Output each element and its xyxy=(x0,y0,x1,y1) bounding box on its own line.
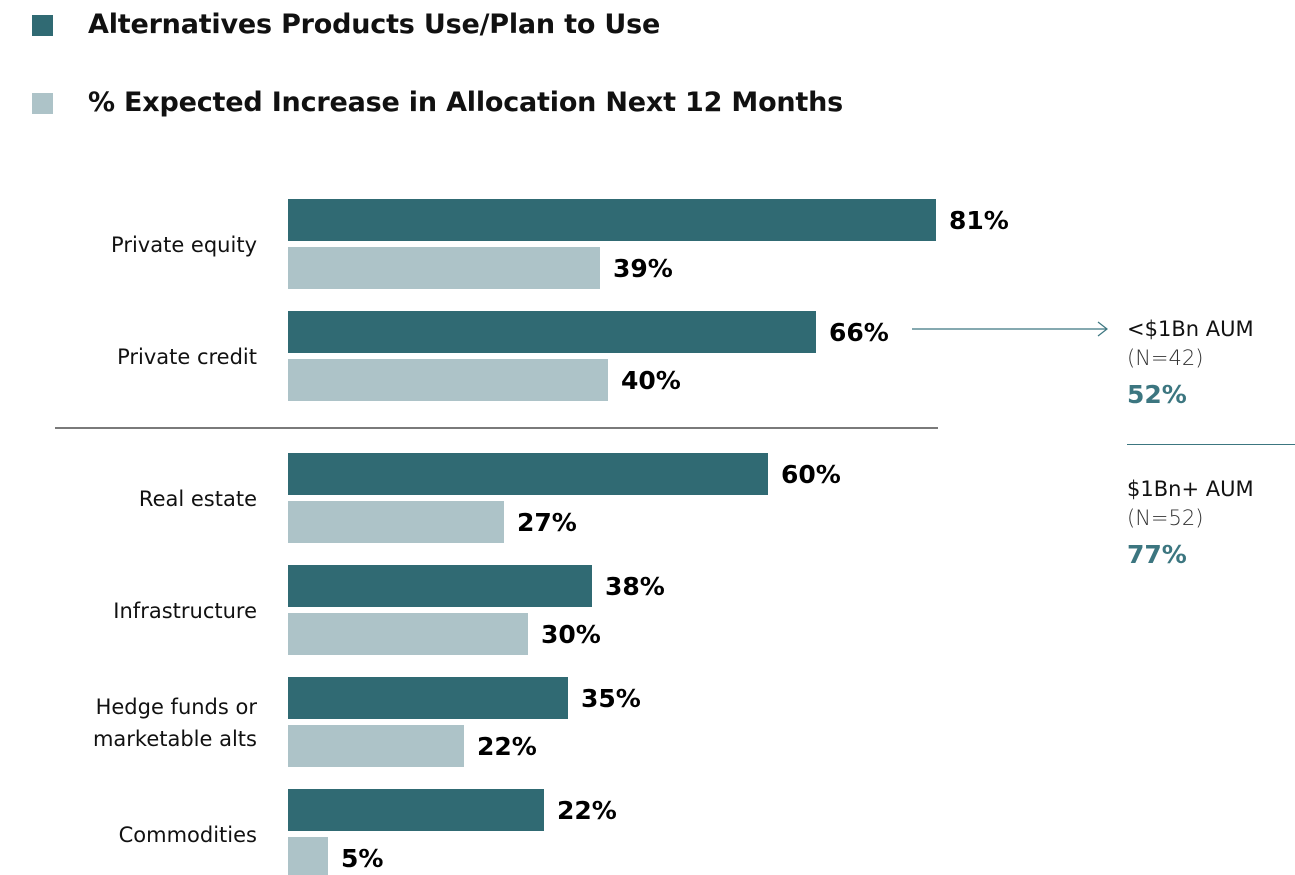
bar-use xyxy=(288,565,592,607)
value-label-increase: 27% xyxy=(517,508,577,537)
bar-increase xyxy=(288,359,608,401)
category-label: Infrastructure xyxy=(113,599,257,623)
value-label-increase: 39% xyxy=(613,254,673,283)
value-label-use: 35% xyxy=(581,684,641,713)
category-label: Private equity xyxy=(111,233,257,257)
legend-item-increase: % Expected Increase in Allocation Next 1… xyxy=(32,86,843,120)
category-label: Hedge funds or xyxy=(96,695,258,719)
bar-increase xyxy=(288,501,504,543)
bar-increase xyxy=(288,725,464,767)
value-label-use: 81% xyxy=(949,206,1009,235)
value-label-increase: 40% xyxy=(621,366,681,395)
category-label: Commodities xyxy=(119,823,257,847)
legend-label-increase: % Expected Increase in Allocation Next 1… xyxy=(88,87,844,118)
callout-arrow-head-icon xyxy=(1097,321,1108,337)
callout-segment-name: $1Bn+ AUM xyxy=(1127,477,1254,501)
value-label-increase: 5% xyxy=(341,844,383,873)
bar-increase xyxy=(288,837,328,875)
value-label-use: 38% xyxy=(605,572,665,601)
category-label: Private credit xyxy=(117,345,257,369)
bar-increase xyxy=(288,613,528,655)
category-label: marketable alts xyxy=(93,727,257,751)
callout-segment-large-aum: $1Bn+ AUM (N=52) 77% xyxy=(1127,474,1295,572)
callout-segment-value: 52% xyxy=(1127,380,1187,409)
callout-segment-value: 77% xyxy=(1127,540,1187,569)
value-label-increase: 22% xyxy=(477,732,537,761)
bar-increase xyxy=(288,247,600,289)
bar-use xyxy=(288,199,936,241)
bar-use xyxy=(288,677,568,719)
legend-swatch-use xyxy=(32,14,53,36)
legend-label-use: Alternatives Products Use/Plan to Use xyxy=(88,9,661,40)
bar-use xyxy=(288,789,544,831)
value-label-use: 60% xyxy=(781,460,841,489)
bar-use xyxy=(288,311,816,353)
callout-segment-sample: (N=52) xyxy=(1127,506,1204,530)
callout-segment-sample: (N=42) xyxy=(1127,346,1204,370)
value-label-increase: 30% xyxy=(541,620,601,649)
legend-item-use: Alternatives Products Use/Plan to Use xyxy=(32,8,660,42)
bar-use xyxy=(288,453,768,495)
category-label: Real estate xyxy=(139,487,257,511)
value-label-use: 22% xyxy=(557,796,617,825)
legend-swatch-increase xyxy=(32,92,53,114)
callout-segment-name: <$1Bn AUM xyxy=(1127,317,1254,341)
callout-divider xyxy=(1127,444,1295,445)
callout-segment-small-aum: <$1Bn AUM (N=42) 52% xyxy=(1127,314,1295,412)
value-label-use: 66% xyxy=(829,318,889,347)
